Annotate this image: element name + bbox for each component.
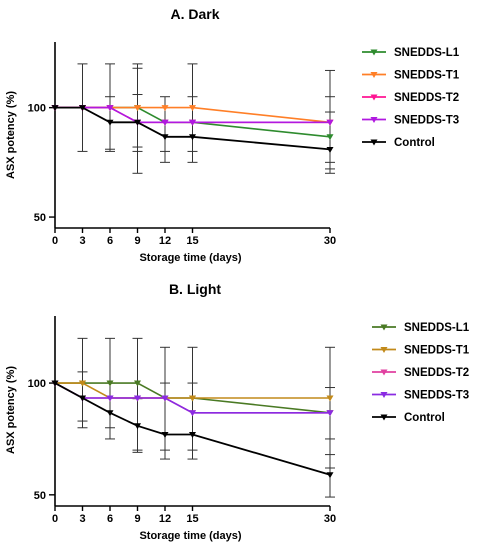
data-point [106, 119, 114, 126]
data-point [189, 431, 196, 438]
x-axis-title: Storage time (days) [139, 530, 241, 542]
legend-swatch-marker [380, 392, 388, 398]
y-tick-label: 100 [28, 378, 46, 390]
data-point [106, 105, 114, 112]
data-point [134, 395, 141, 402]
y-tick-label: 50 [34, 490, 46, 502]
x-tick-label: 3 [79, 513, 85, 525]
legend-swatch-marker [370, 94, 378, 101]
legend-swatch-marker [380, 369, 388, 376]
legend-label: SNEDDS-T1 [394, 70, 460, 82]
data-point [161, 105, 169, 112]
legend-label: SNEDDS-T2 [404, 367, 469, 379]
legend-swatch-marker [380, 347, 388, 353]
x-tick-label: 9 [134, 513, 140, 525]
legend-swatch-marker [370, 117, 378, 123]
x-tick-label: 12 [159, 235, 171, 247]
data-point [189, 119, 196, 126]
data-point [189, 395, 196, 402]
data-point [161, 134, 169, 141]
legend-swatch-marker [380, 324, 388, 331]
data-point [51, 380, 59, 387]
data-point [189, 105, 196, 112]
legend-swatch-marker [370, 139, 378, 146]
data-point [79, 105, 86, 112]
legend-label: SNEDDS-L1 [404, 322, 470, 334]
data-point [134, 423, 141, 430]
x-tick-label: 30 [324, 513, 336, 525]
data-point [106, 410, 114, 417]
data-point [161, 119, 169, 126]
data-point [134, 380, 141, 387]
legend-label: SNEDDS-L1 [394, 47, 460, 59]
data-point [106, 380, 114, 387]
legend-label: SNEDDS-T2 [394, 92, 459, 104]
data-point [161, 431, 169, 438]
data-point [326, 134, 334, 141]
data-point [134, 119, 141, 126]
x-tick-label: 9 [134, 235, 140, 247]
x-tick-label: 6 [107, 513, 113, 525]
x-axis-title: Storage time (days) [139, 252, 241, 264]
x-tick-label: 30 [324, 235, 336, 247]
data-point [326, 146, 334, 153]
x-tick-label: 6 [107, 235, 113, 247]
x-tick-label: 3 [79, 235, 85, 247]
legend-label: SNEDDS-T3 [394, 115, 459, 127]
y-axis-title: ASX potency (%) [5, 366, 17, 454]
legend-swatch-marker [380, 414, 388, 421]
chart-title: B. Light [169, 281, 221, 297]
legend-label: Control [394, 137, 435, 149]
x-tick-label: 15 [186, 235, 198, 247]
data-point [51, 105, 59, 112]
y-tick-label: 50 [34, 212, 46, 224]
data-point [79, 380, 86, 387]
legend-label: SNEDDS-T1 [404, 345, 470, 357]
panel-dark: A. Dark 0 3 6 9 12 15 30 50 100 Storage time (days… [5, 6, 460, 264]
legend-swatch-marker [370, 72, 378, 78]
x-tick-label: 0 [52, 235, 58, 247]
data-point [326, 472, 334, 479]
data-point [189, 410, 196, 417]
legend-swatch-marker [370, 49, 378, 56]
data-point [161, 395, 169, 402]
legend-label: SNEDDS-T3 [404, 390, 469, 402]
data-point [134, 105, 141, 112]
x-tick-label: 0 [52, 513, 58, 525]
y-axis-title: ASX potency (%) [5, 91, 17, 179]
legend-label: Control [404, 412, 445, 424]
x-tick-label: 15 [186, 513, 198, 525]
y-tick-label: 100 [28, 103, 46, 115]
data-point [189, 134, 196, 141]
data-point [106, 395, 114, 402]
panel-light: B. Light 0 3 6 9 12 15 30 50 100 Storage time (day… [5, 281, 470, 542]
data-point [326, 119, 334, 126]
data-point [79, 395, 86, 402]
x-tick-label: 12 [159, 513, 171, 525]
chart-title: A. Dark [170, 6, 219, 22]
data-point [326, 410, 334, 417]
data-point [326, 395, 334, 402]
